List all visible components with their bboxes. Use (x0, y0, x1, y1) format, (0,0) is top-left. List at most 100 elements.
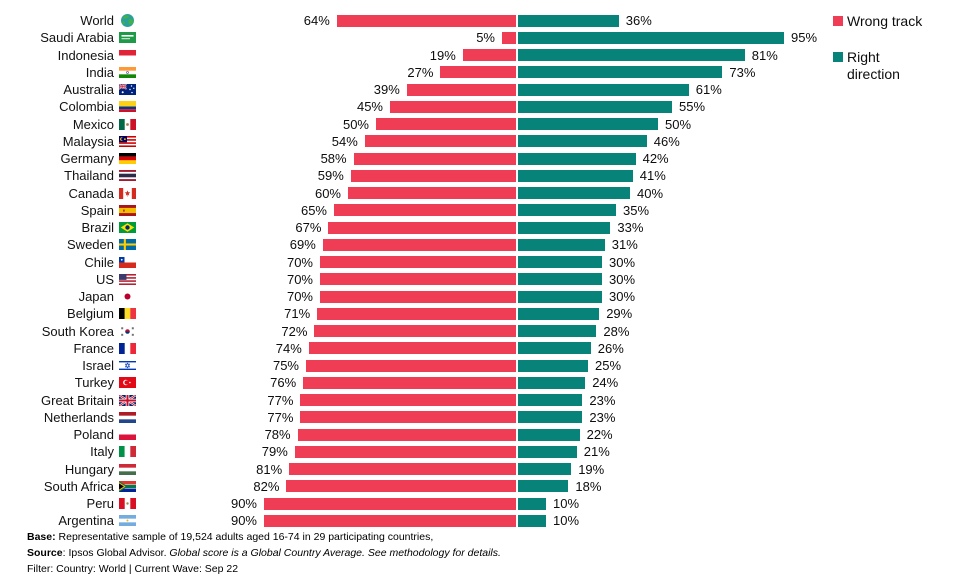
colombia-flag-icon (119, 98, 136, 115)
wrong-value-label: 5% (476, 30, 495, 46)
wrong-track-bar (348, 187, 516, 200)
country-label: Netherlands (43, 409, 114, 425)
right-direction-bar (518, 359, 588, 372)
sweden-flag-icon (119, 236, 136, 253)
wrong-track-bar (406, 83, 516, 96)
source-text: : Ipsos Global Advisor. (62, 546, 170, 559)
chart-row: Thailand 59% 41% (0, 167, 959, 184)
wrong-track-bar (306, 359, 516, 372)
us-flag-icon (119, 271, 136, 288)
right-value-label: 40% (637, 185, 664, 201)
wrong-track-bar (303, 376, 516, 389)
wrong-track-bar (300, 394, 516, 407)
chart-row: Japan 70% 30% (0, 288, 959, 305)
chart-row: Indonesia 19% 81% (0, 47, 959, 64)
country-label-group: South Korea (0, 323, 136, 340)
country-label: Argentina (58, 513, 114, 529)
wrong-track-bar (353, 152, 516, 165)
south-africa-flag-icon (119, 478, 136, 495)
wrong-value-label: 70% (286, 289, 313, 305)
base-text: Representative sample of 19,524 adults a… (55, 531, 434, 543)
right-value-label: 41% (639, 168, 666, 184)
base-label: Base: (27, 531, 56, 543)
hungary-flag-icon (119, 461, 136, 478)
right-value-label: 19% (578, 461, 605, 477)
right-direction-bar (518, 83, 689, 96)
wrong-track-bar (364, 135, 516, 148)
japan-flag-icon (119, 288, 136, 305)
chart-row: US 70% 30% (0, 271, 959, 288)
country-label: Indonesia (57, 47, 114, 63)
spain-flag-icon (119, 202, 136, 219)
right-direction-bar (518, 66, 723, 79)
chart-row: Canada 60% 40% (0, 185, 959, 202)
chart-footnotes: Base: Representative sample of 19,524 ad… (27, 530, 501, 578)
country-label: Germany (60, 151, 114, 167)
country-label: Belgium (67, 306, 114, 322)
country-label-group: Peru (0, 495, 136, 512)
wrong-track-bar (328, 221, 516, 234)
country-label-group: Germany (0, 150, 136, 167)
wrong-track-bar (314, 325, 516, 338)
right-direction-bar (518, 376, 586, 389)
right-value-label: 30% (609, 271, 636, 287)
chart-row: Argentina 90% 10% (0, 512, 959, 529)
right-direction-bar (518, 325, 597, 338)
right-value-label: 21% (583, 444, 610, 460)
wrong-value-label: 50% (342, 116, 369, 132)
country-label-group: Spain (0, 202, 136, 219)
country-label: India (85, 64, 114, 80)
wrong-value-label: 72% (281, 323, 308, 339)
country-label: France (73, 340, 114, 356)
canada-flag-icon (119, 185, 136, 202)
wrong-track-bar (320, 256, 516, 269)
chart-row: Belgium 71% 29% (0, 305, 959, 322)
chart-row: Turkey 76% 24% (0, 374, 959, 391)
chart-row: Great Britain 77% 23% (0, 392, 959, 409)
footnote-base: Base: Representative sample of 19,524 ad… (27, 530, 501, 546)
right-direction-bar (518, 31, 784, 44)
right-value-label: 29% (606, 306, 633, 322)
right-direction-bar (518, 273, 602, 286)
wrong-value-label: 90% (230, 513, 257, 529)
belgium-flag-icon (119, 305, 136, 322)
wrong-value-label: 39% (373, 82, 400, 98)
country-label-group: Brazil (0, 219, 136, 236)
right-value-label: 95% (791, 30, 818, 46)
country-label: Colombia (59, 99, 114, 115)
wrong-value-label: 59% (317, 168, 344, 184)
right-direction-bar (518, 342, 591, 355)
wrong-track-bar (289, 463, 516, 476)
country-label-group: Poland (0, 426, 136, 443)
country-label-group: Italy (0, 443, 136, 460)
right-value-label: 46% (653, 133, 680, 149)
chart-legend: Wrong track Right direction (833, 13, 922, 83)
chart-row: Sweden 69% 31% (0, 236, 959, 253)
india-flag-icon (119, 64, 136, 81)
wrong-value-label: 58% (320, 151, 347, 167)
chart-row: Italy 79% 21% (0, 443, 959, 460)
wrong-value-label: 81% (256, 461, 283, 477)
country-label: Chile (84, 254, 114, 270)
country-label-group: France (0, 340, 136, 357)
wrong-track-bar (390, 100, 516, 113)
wrong-value-label: 45% (356, 99, 383, 115)
country-label: Thailand (64, 168, 114, 184)
right-value-label: 25% (595, 358, 622, 374)
wrong-value-label: 74% (275, 340, 302, 356)
wrong-value-label: 64% (303, 13, 330, 29)
right-value-label: 50% (665, 116, 692, 132)
country-label: Mexico (72, 116, 114, 132)
wrong-value-label: 69% (289, 237, 316, 253)
source-label: Source (27, 546, 63, 559)
country-label: Australia (63, 82, 114, 98)
legend-label-wrong-track: Wrong track (847, 13, 923, 29)
right-value-label: 36% (625, 13, 652, 29)
netherlands-flag-icon (119, 409, 136, 426)
right-value-label: 26% (597, 340, 624, 356)
right-value-label: 24% (592, 375, 619, 391)
wrong-value-label: 19% (429, 47, 456, 63)
wrong-track-bar (322, 238, 516, 251)
country-label: Spain (80, 202, 114, 218)
wrong-track-bar (264, 497, 516, 510)
